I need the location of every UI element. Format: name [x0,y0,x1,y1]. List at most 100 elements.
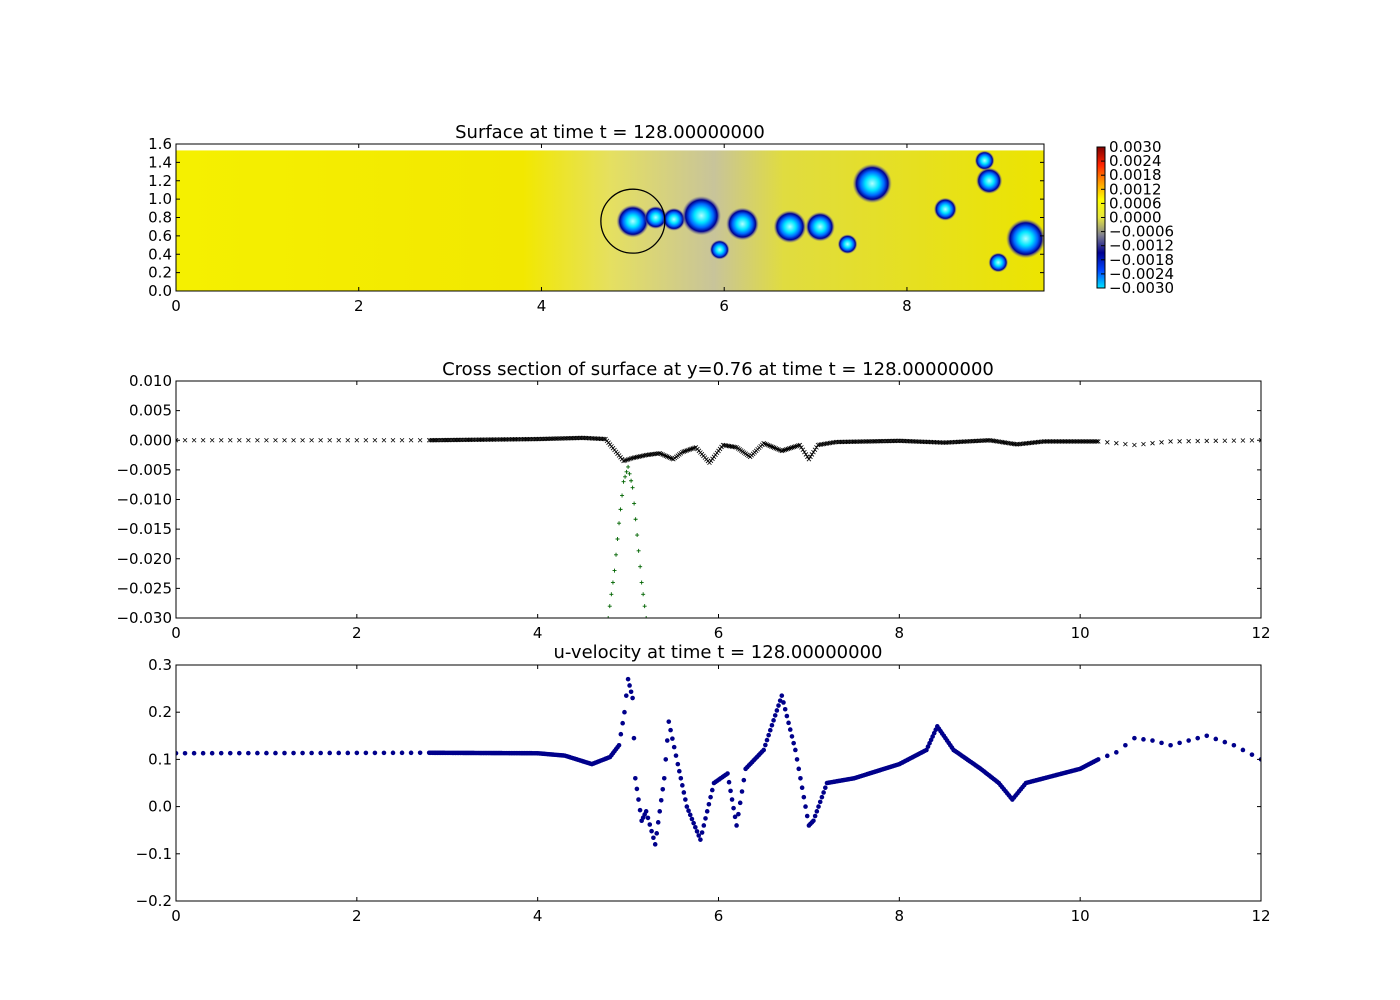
x-tick-label: 2 [352,624,362,642]
cross-section-point [417,437,423,443]
u-velocity-point [794,757,800,762]
cross-section-point [1222,438,1228,444]
cross-section-point [200,437,206,443]
u-velocity-point [1231,742,1237,748]
y-tick-label: 1.6 [148,135,172,153]
u-velocity-point [767,727,773,733]
u-velocity-point [628,689,634,695]
u-velocity-point [408,750,414,756]
u-velocity-point [1177,740,1182,746]
u-velocity-point [634,786,640,792]
vortex [852,163,892,204]
cross-section-point [1177,439,1182,444]
y-tick-label: −0.020 [116,550,172,568]
colorbar-tick-label: −0.0006 [1109,223,1174,241]
y-tick-label: 0.005 [129,402,172,420]
u-velocity-point [1150,738,1155,743]
u-velocity-point [816,804,821,809]
cross-section-point [732,444,738,450]
x-tick-label: 10 [1071,907,1090,925]
cross-section-axes-frame [175,380,1262,619]
u-velocity-point [779,693,785,698]
u-velocity-point [623,693,629,698]
cross-section-point [372,437,378,443]
cross-section-point [1094,439,1100,444]
u-velocity-point [620,720,625,726]
cross-section-point [255,437,260,443]
x-tick-label: 8 [902,297,912,315]
u-velocity-point [372,750,378,756]
cross-section-point [793,444,798,449]
cross-section-point [1123,441,1128,447]
vortex [933,197,957,221]
x-tick-label: 12 [1251,907,1270,925]
u-velocity-point [678,775,684,781]
cross-section-point [246,437,251,443]
u-velocity-point [741,777,747,783]
u-velocity-point [636,797,641,802]
u-velocity-point [618,731,624,737]
u-velocity-point [699,830,705,835]
colorbar: 0.00300.00240.00180.00120.00060.0000−0.0… [1096,138,1174,297]
u-velocity-point [729,797,735,802]
u-velocity-point [811,818,816,824]
u-velocity-point [209,750,215,756]
u-velocity-axes-frame [175,664,1262,902]
cross-section-point [345,437,351,443]
cross-section-point [797,442,803,448]
x-tick-label: 8 [895,907,905,925]
body-profile-point [617,521,622,526]
x-tick-label: 6 [714,624,724,642]
u-velocity-point [1168,742,1173,748]
u-velocity-point [309,750,314,756]
x-tick-label: 4 [537,297,547,315]
u-velocity-point [771,718,776,723]
u-velocity-point [1240,747,1246,753]
cross-section-point [227,437,233,443]
body-profile-point [639,580,644,585]
x-tick-label: 8 [895,624,905,642]
vortex [773,210,807,244]
cross-section-point [1141,441,1146,447]
colorbar-tick-label: −0.0024 [1109,265,1174,283]
body-profile-point [614,552,619,557]
cross-section-point [601,436,607,442]
cross-section-point [1204,438,1210,444]
u-velocity-point [661,775,667,781]
u-velocity-point [803,804,808,809]
u-velocity-point [739,789,745,794]
cross-section-point [327,437,332,443]
u-velocity-point [701,823,707,828]
y-tick-label: −0.030 [116,609,172,627]
y-tick-label: 0.0 [148,798,172,816]
u-velocity-point [625,676,631,682]
u-velocity-point [264,750,269,756]
u-velocity-point [769,722,775,728]
u-velocity-point [787,727,793,732]
cross-section-title: Cross section of surface at y=0.76 at ti… [442,359,994,380]
x-tick-label: 2 [354,297,364,315]
cross-section-point [689,446,694,452]
u-velocity-point [630,695,635,701]
u-velocity-point [652,842,658,847]
u-velocity-point [763,742,768,748]
u-velocity-point [736,811,741,817]
vortex [805,211,835,242]
cross-section-point [1186,438,1191,444]
u-velocity-point [671,744,677,750]
x-tick-label: 0 [171,297,181,315]
cross-section-point [622,458,628,463]
u-velocity-point [622,709,627,715]
cross-section-point [176,437,179,443]
cross-section-point [191,437,197,443]
u-velocity-point [666,719,672,724]
vortex [974,150,995,171]
u-velocity-point [673,753,679,758]
u-velocity-point [681,790,687,795]
vortex [709,239,730,260]
u-velocity-point [363,750,369,756]
vortex [726,207,759,241]
x-tick-label: 10 [1071,624,1090,642]
u-velocity-point [282,750,287,756]
cross-section-point [806,456,812,462]
